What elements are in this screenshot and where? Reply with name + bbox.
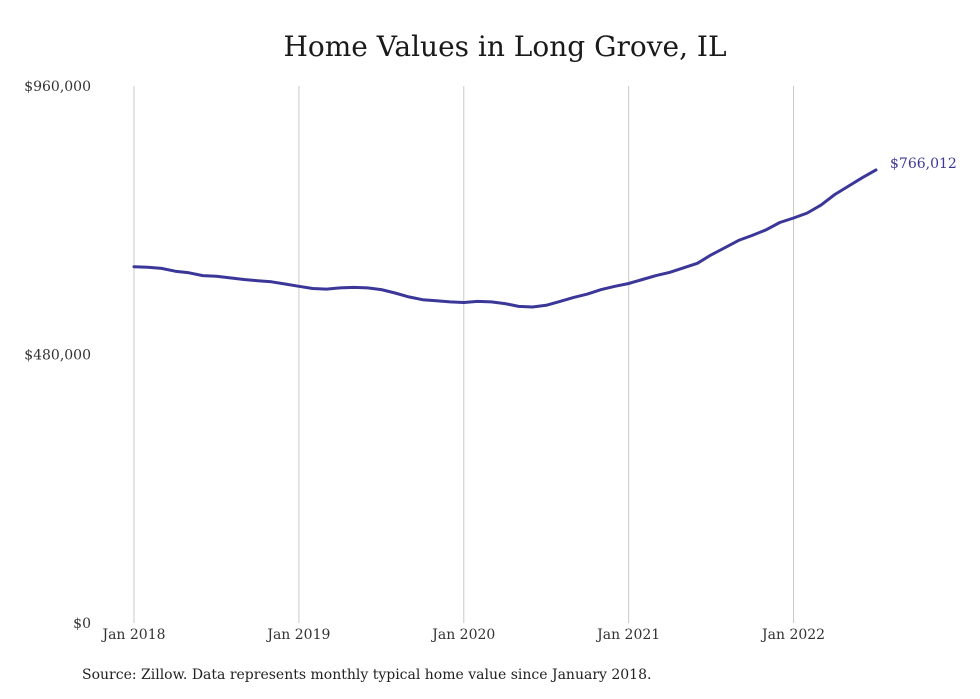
data-points xyxy=(133,169,877,308)
source-note: Source: Zillow. Data represents monthly … xyxy=(82,667,652,683)
series-line xyxy=(132,168,878,309)
x-tick-label: Jan 2020 xyxy=(430,627,495,643)
line-chart: $0$480,000$960,000 Jan 2018 Jan 2019 Jan 2… xyxy=(24,79,957,643)
gridlines xyxy=(133,86,795,623)
x-tick-label: Jan 2021 xyxy=(595,627,660,643)
x-axis-ticks: Jan 2018 Jan 2019 Jan 2020 Jan 2021 Jan 2022 xyxy=(100,627,825,643)
x-tick-label: Jan 2018 xyxy=(100,627,165,643)
x-tick-label: Jan 2022 xyxy=(760,627,825,643)
y-tick-label: $0 xyxy=(73,616,91,632)
y-axis-ticks: $0 $480,000 $960,000 xyxy=(24,79,91,632)
x-tick-label: Jan 2019 xyxy=(265,627,330,643)
end-value-label: $766,012 xyxy=(890,156,957,172)
chart-title: Home Values in Long Grove, IL xyxy=(283,30,727,63)
y-tick-label: $960,000 xyxy=(24,79,91,95)
y-tick-label: $480,000 xyxy=(24,348,91,364)
